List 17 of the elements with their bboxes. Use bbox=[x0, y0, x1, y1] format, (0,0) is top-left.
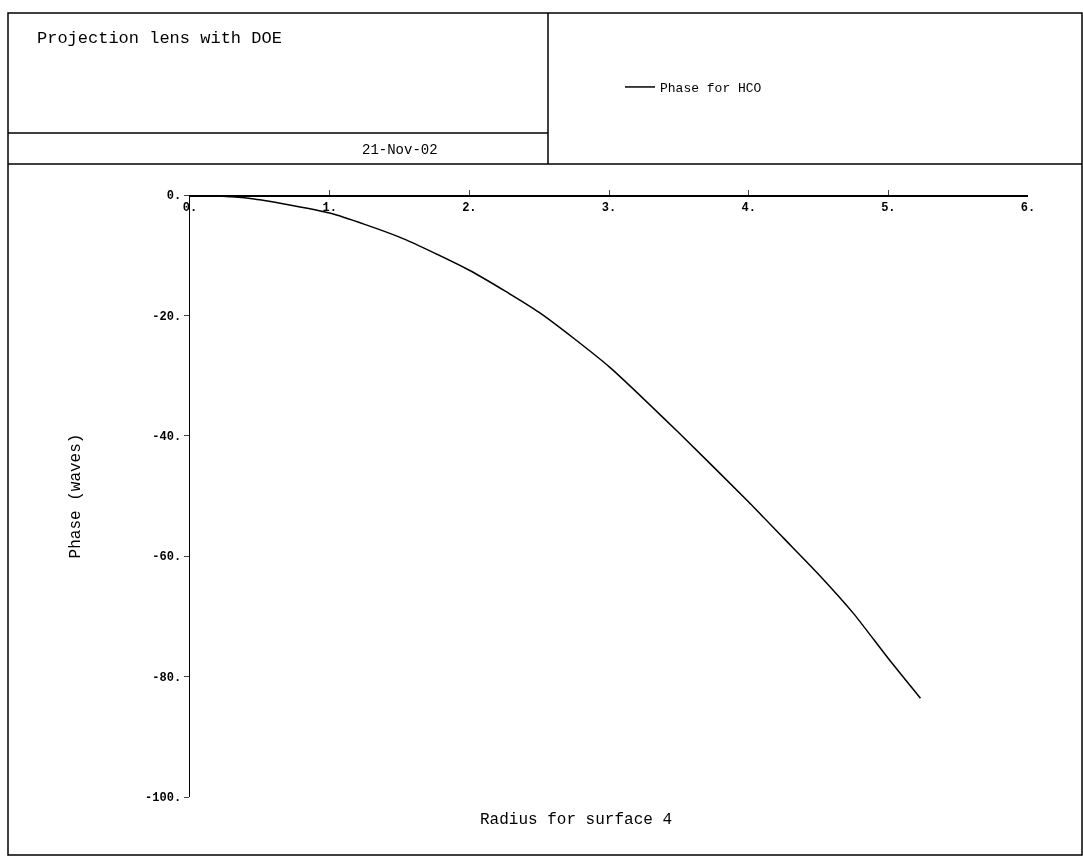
x-tick-label: 2. bbox=[462, 200, 477, 215]
x-tick-label: 3. bbox=[601, 200, 617, 215]
y-tick-label: -20. bbox=[152, 309, 182, 324]
y-tick-label: -40. bbox=[152, 430, 182, 444]
y-axis-title: Phase (waves) bbox=[67, 433, 86, 559]
text: 21-Nov-02 bbox=[362, 142, 438, 158]
x-tick-label: 6. bbox=[1020, 200, 1036, 215]
chart-title: Projection lens with DOE bbox=[37, 29, 282, 48]
y-tick-label: -100. bbox=[145, 791, 182, 806]
x-axis-title: Radius for surface 4 bbox=[480, 811, 673, 829]
y-tick-label: -60. bbox=[152, 550, 182, 565]
legend-label: Phase for HCO bbox=[660, 81, 762, 97]
x-tick-label: 1. bbox=[322, 200, 337, 215]
x-tick-label: 5. bbox=[881, 200, 896, 215]
y-tick-label: 0. bbox=[166, 189, 182, 204]
x-tick-label: 4. bbox=[741, 200, 756, 215]
y-tick-label: -80. bbox=[152, 670, 182, 685]
